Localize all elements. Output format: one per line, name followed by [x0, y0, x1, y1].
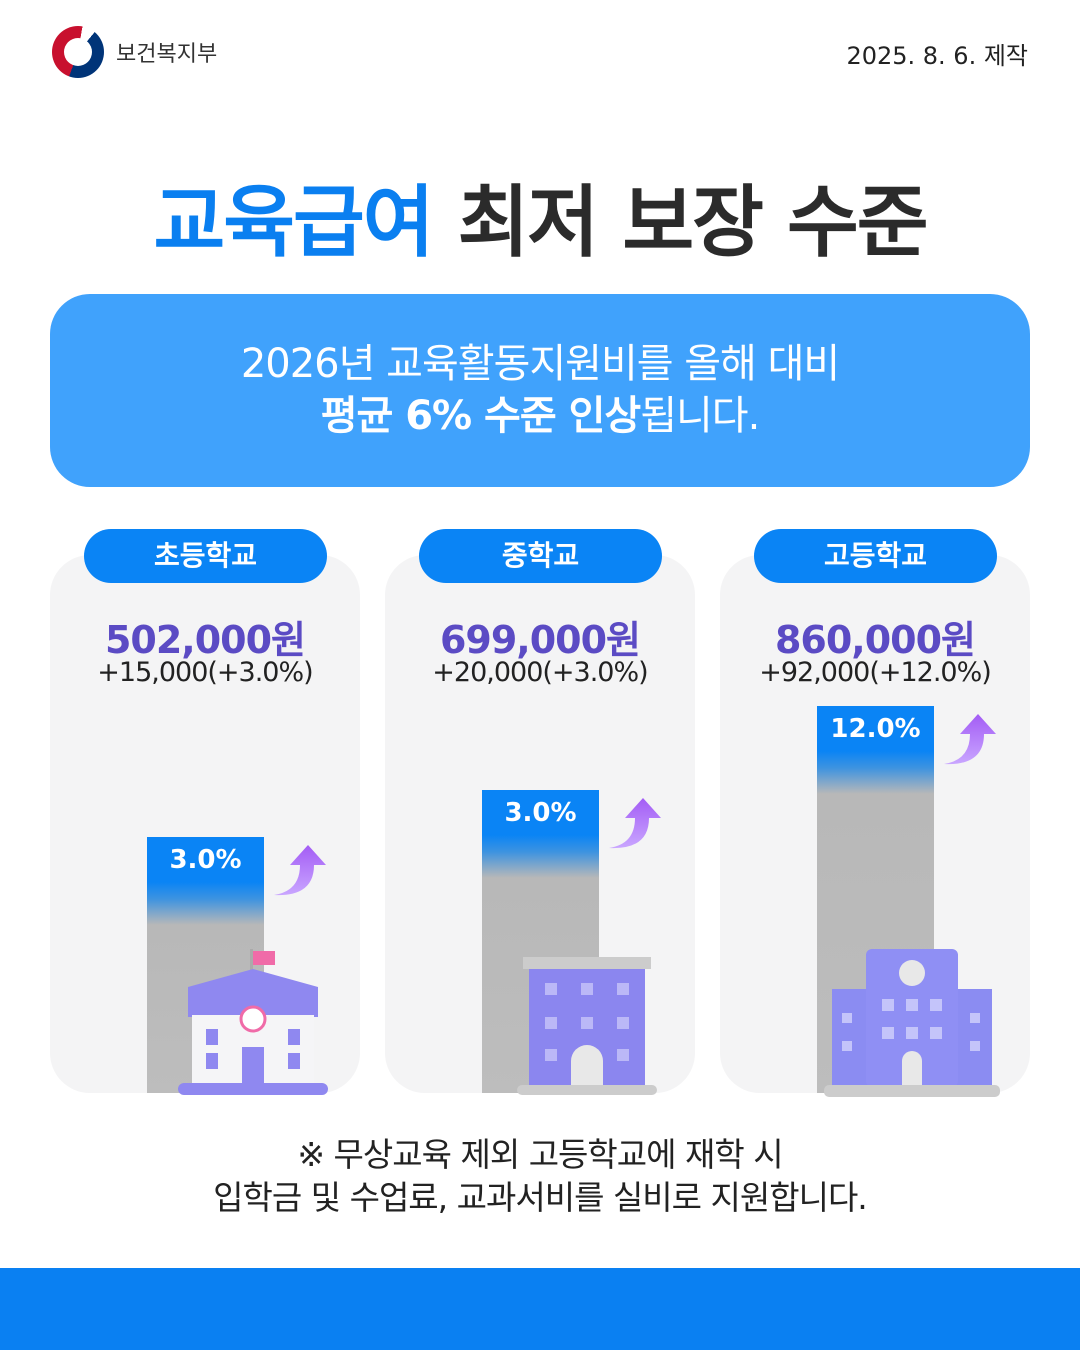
- school-level-tag: 초등학교: [84, 529, 327, 583]
- benefit-change: +92,000(+12.0%): [759, 657, 992, 688]
- title-rest: 최저 보장 수준: [432, 178, 929, 268]
- footer-band: [0, 1268, 1080, 1350]
- school-level-tag: 고등학교: [754, 529, 997, 583]
- production-date: 2025. 8. 6. 제작: [846, 42, 1028, 70]
- banner-line1: 2026년 교육활동지원비를 올해 대비: [240, 341, 840, 387]
- footnote: ※ 무상교육 제외 고등학교에 재학 시 입학금 및 수업료, 교과서비를 실비…: [0, 1133, 1080, 1219]
- banner-line2: 평균 6% 수준 인상됩니다.: [50, 390, 1030, 442]
- up-arrow-icon: [609, 798, 661, 849]
- up-arrow-icon: [944, 714, 996, 765]
- bar-value-label: 12.0%: [830, 714, 921, 744]
- summary-banner: 2026년 교육활동지원비를 올해 대비 평균 6% 수준 인상됩니다.: [50, 294, 1030, 487]
- bar-value-label: 3.0%: [169, 845, 242, 875]
- footnote-line1: ※ 무상교육 제외 고등학교에 재학 시: [297, 1135, 783, 1174]
- benefit-change: +15,000(+3.0%): [97, 657, 313, 688]
- banner-rest: 됩니다.: [640, 393, 760, 439]
- middle-school-icon: [517, 949, 657, 1103]
- org-name: 보건복지부: [116, 42, 218, 67]
- taegeuk-emblem-icon: [52, 26, 104, 78]
- high-school-icon: [824, 949, 1000, 1103]
- ministry-logo: 보건복지부: [52, 26, 217, 78]
- school-level-tag: 중학교: [419, 529, 662, 583]
- school-card: 초등학교 502,000원 +15,000(+3.0%) 3.0%: [50, 529, 360, 1095]
- benefit-amount: 860,000원: [774, 618, 976, 662]
- bar-value-label: 3.0%: [504, 798, 577, 828]
- benefit-change: +20,000(+3.0%): [432, 657, 648, 688]
- page-title: 교육급여 최저 보장 수준: [0, 160, 1080, 272]
- banner-bold: 평균 6% 수준 인상: [320, 393, 641, 439]
- benefit-amount: 502,000원: [104, 618, 306, 662]
- footnote-line2: 입학금 및 수업료, 교과서비를 실비로 지원합니다.: [213, 1178, 868, 1217]
- school-card: 중학교 699,000원 +20,000(+3.0%) 3.0%: [385, 529, 695, 1095]
- benefit-amount: 699,000원: [439, 618, 641, 662]
- up-arrow-icon: [274, 845, 326, 896]
- elementary-school-icon: [178, 949, 328, 1103]
- school-card: 고등학교 860,000원 +92,000(+12.0%) 12.0%: [720, 529, 1030, 1097]
- title-highlight: 교육급여: [153, 178, 434, 268]
